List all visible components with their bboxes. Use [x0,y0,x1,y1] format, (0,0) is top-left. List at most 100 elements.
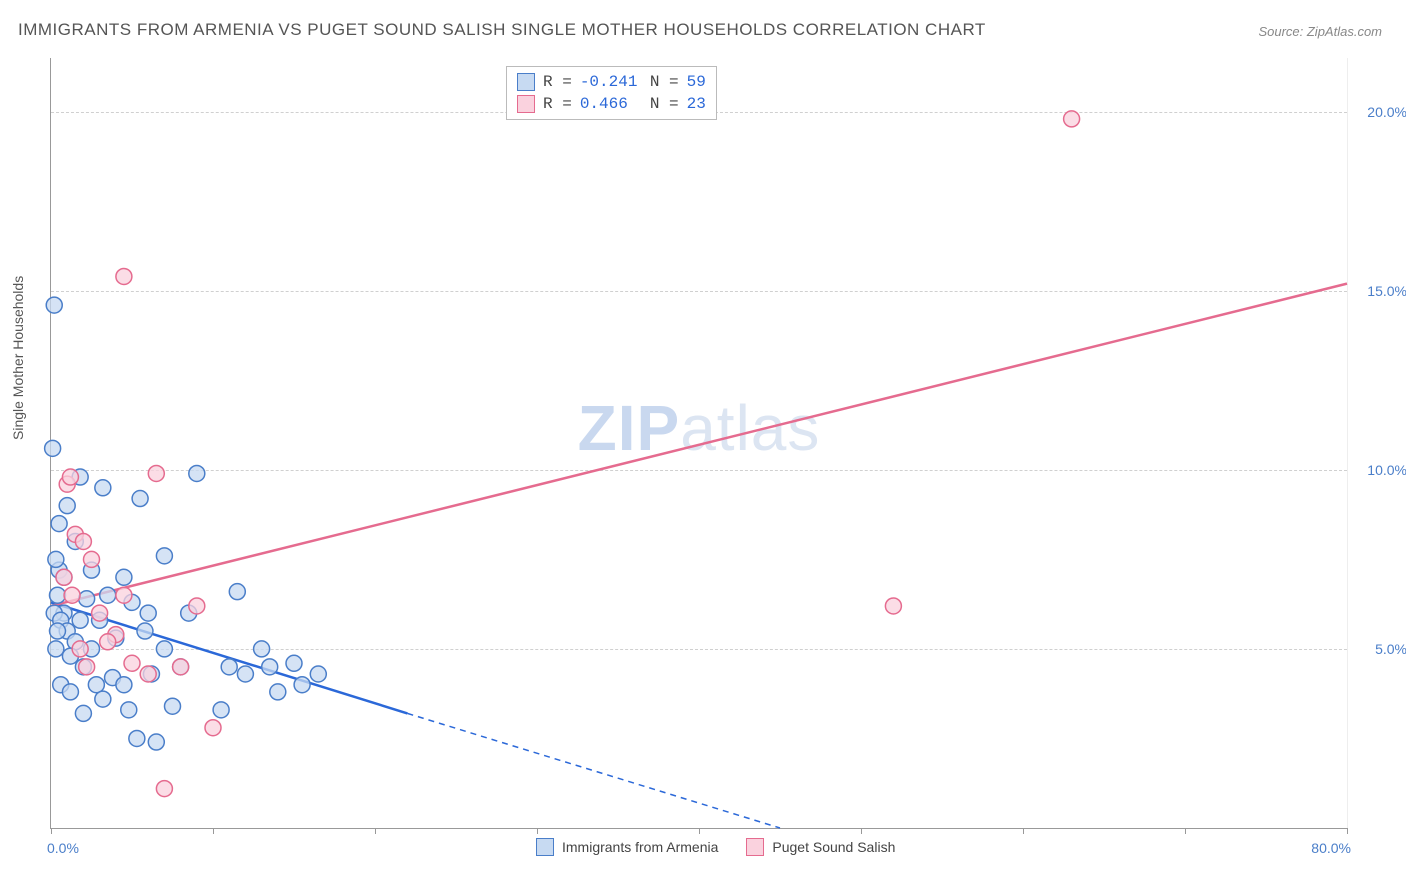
data-point [129,730,145,746]
data-point [310,666,326,682]
data-point [254,641,270,657]
n-value: 23 [687,93,706,115]
data-point [62,684,78,700]
trend-line [51,284,1347,606]
data-point [262,659,278,675]
legend-label: Puget Sound Salish [772,839,895,855]
data-point [116,677,132,693]
x-tick-min: 0.0% [47,840,79,856]
data-point [72,612,88,628]
data-point [48,641,64,657]
data-point [64,587,80,603]
n-label: N = [650,71,679,93]
data-point [137,623,153,639]
data-point [156,781,172,797]
data-point [79,659,95,675]
data-point [49,623,65,639]
data-point [124,655,140,671]
y-tick-label: 5.0% [1357,641,1406,657]
data-point [173,659,189,675]
n-value: 59 [687,71,706,93]
data-point [62,469,78,485]
data-point [270,684,286,700]
data-point [116,569,132,585]
legend-item: Immigrants from Armenia [536,838,718,856]
data-point [46,297,62,313]
r-label: R = [543,71,572,93]
x-tick [51,828,52,834]
data-point [45,440,61,456]
r-value: -0.241 [580,71,642,93]
plot-area: ZIPatlas R =-0.241N =59R =0.466N =23 Imm… [50,58,1348,829]
data-point [92,605,108,621]
data-point [148,465,164,481]
data-point [48,551,64,567]
data-point [88,677,104,693]
scatter-svg [51,58,1347,828]
x-tick [1023,828,1024,834]
x-tick-max: 80.0% [1311,840,1351,856]
legend-swatch [517,73,535,91]
data-point [156,548,172,564]
data-point [885,598,901,614]
y-axis-label: Single Mother Households [10,276,26,440]
data-point [75,533,91,549]
legend-bottom: Immigrants from Armenia Puget Sound Salis… [536,838,895,856]
y-tick-label: 15.0% [1357,283,1406,299]
legend-stats: R = -0.241 N = 59 R = 0.466 N = 23 [506,66,717,120]
data-point [1064,111,1080,127]
data-point [75,705,91,721]
data-point [140,666,156,682]
n-label: N = [650,93,679,115]
data-point [213,702,229,718]
data-point [294,677,310,693]
data-point [286,655,302,671]
data-point [116,587,132,603]
r-label: R = [543,93,572,115]
data-point [79,591,95,607]
y-tick-label: 10.0% [1357,462,1406,478]
data-point [140,605,156,621]
x-tick [699,828,700,834]
legend-swatch [746,838,764,856]
data-point [59,498,75,514]
y-tick-label: 20.0% [1357,104,1406,120]
data-point [205,720,221,736]
data-point [49,587,65,603]
data-point [51,516,67,532]
data-point [189,598,205,614]
legend-item: Puget Sound Salish [746,838,895,856]
data-point [116,268,132,284]
x-tick [537,828,538,834]
x-tick [1185,828,1186,834]
r-value: 0.466 [580,93,642,115]
legend-swatch [536,838,554,856]
legend-stats-row: R = -0.241 N = 59 [517,71,706,93]
data-point [229,584,245,600]
legend-stats-row: R = 0.466 N = 23 [517,93,706,115]
data-point [237,666,253,682]
data-point [95,480,111,496]
data-point [165,698,181,714]
data-point [100,634,116,650]
x-tick [861,828,862,834]
data-point [84,551,100,567]
x-tick [213,828,214,834]
data-point [100,587,116,603]
data-point [148,734,164,750]
data-point [156,641,172,657]
data-point [132,491,148,507]
trend-line-dashed [407,713,780,828]
data-point [56,569,72,585]
data-point [189,465,205,481]
x-tick [375,828,376,834]
data-point [72,641,88,657]
source-attribution: Source: ZipAtlas.com [1258,24,1382,39]
data-point [221,659,237,675]
data-point [95,691,111,707]
legend-swatch [517,95,535,113]
legend-label: Immigrants from Armenia [562,839,718,855]
data-point [121,702,137,718]
chart-title: IMMIGRANTS FROM ARMENIA VS PUGET SOUND S… [18,20,986,40]
x-tick [1347,828,1348,834]
